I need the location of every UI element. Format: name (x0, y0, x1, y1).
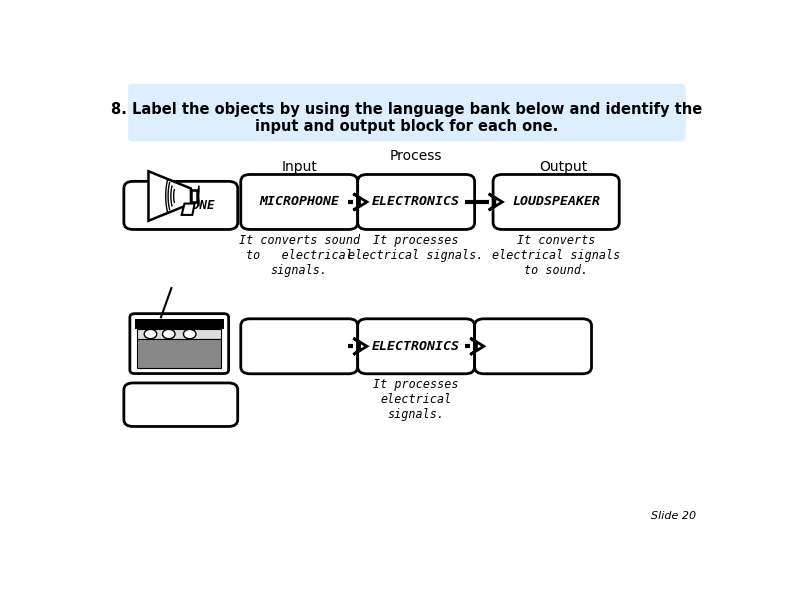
Text: MEGAPHONE: MEGAPHONE (147, 199, 214, 212)
Text: Process: Process (390, 149, 442, 163)
Polygon shape (353, 338, 367, 355)
FancyBboxPatch shape (128, 84, 686, 142)
Text: Output: Output (540, 161, 588, 174)
Polygon shape (489, 194, 503, 210)
Text: input and output block for each one.: input and output block for each one. (256, 119, 558, 134)
Polygon shape (470, 338, 484, 355)
FancyBboxPatch shape (241, 174, 357, 230)
Circle shape (183, 330, 196, 339)
Text: Slide 20: Slide 20 (651, 511, 696, 521)
Circle shape (145, 330, 156, 339)
FancyBboxPatch shape (475, 319, 592, 374)
Polygon shape (182, 203, 195, 215)
FancyBboxPatch shape (241, 319, 357, 374)
Polygon shape (148, 171, 191, 221)
Circle shape (163, 330, 175, 339)
Text: 8. Label the objects by using the language bank below and identify the: 8. Label the objects by using the langua… (111, 102, 703, 117)
FancyBboxPatch shape (124, 181, 237, 230)
Text: ELECTRONICS: ELECTRONICS (372, 340, 461, 353)
Text: Input: Input (281, 161, 317, 174)
Text: LOUDSPEAKER: LOUDSPEAKER (512, 196, 600, 208)
FancyBboxPatch shape (493, 174, 619, 230)
Text: MICROPHONE: MICROPHONE (259, 196, 339, 208)
FancyBboxPatch shape (357, 319, 475, 374)
Bar (135, 320, 224, 329)
Text: It processes
electrical
signals.: It processes electrical signals. (373, 378, 459, 421)
FancyBboxPatch shape (130, 314, 229, 374)
Text: ELECTRONICS: ELECTRONICS (372, 196, 461, 208)
FancyBboxPatch shape (191, 190, 198, 202)
FancyBboxPatch shape (124, 383, 237, 427)
Text: It converts sound
to   electrical
signals.: It converts sound to electrical signals. (239, 234, 360, 277)
Text: It converts
electrical signals
to sound.: It converts electrical signals to sound. (491, 234, 620, 277)
Bar (137, 329, 221, 339)
Polygon shape (353, 194, 367, 210)
FancyBboxPatch shape (357, 174, 475, 230)
Text: It processes
electrical signals.: It processes electrical signals. (349, 234, 484, 262)
Bar (137, 339, 221, 368)
